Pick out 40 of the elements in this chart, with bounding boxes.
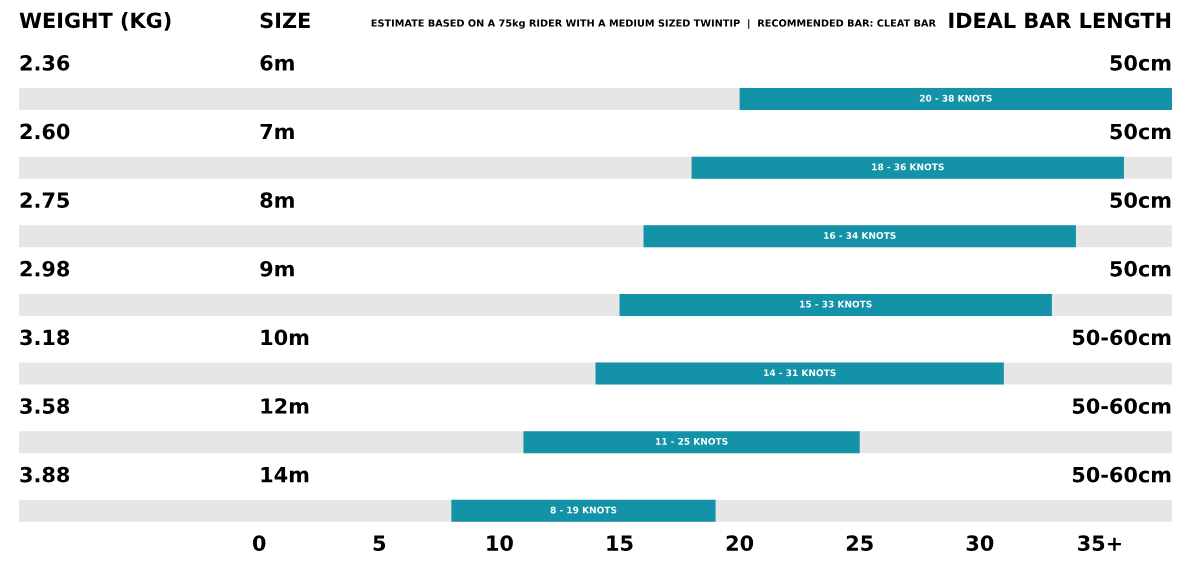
- annotation: 50cm: [1110, 123, 1171, 140]
- annotation: 2.98: [20, 260, 70, 277]
- annotation: 50cm: [1110, 54, 1171, 71]
- annotation: 18 - 36 KNOTS: [872, 163, 944, 171]
- annotation: 50cm: [1110, 192, 1171, 209]
- annotation: 15 - 33 KNOTS: [800, 300, 872, 308]
- y-tick-label: 9m: [260, 260, 294, 277]
- y-tick-label: 6m: [260, 55, 294, 71]
- annotation: 2.60: [20, 123, 70, 140]
- y-axis-title: SIZE: [260, 12, 310, 29]
- x-tick-label: 20: [726, 535, 754, 551]
- x-tick-label: 30: [966, 535, 994, 551]
- x-tick-label: 10: [487, 535, 513, 551]
- annotation: 3.58: [20, 398, 70, 414]
- y-tick-label: 10m: [261, 329, 309, 346]
- y-tick-label: 14m: [261, 467, 309, 483]
- text: WEIGHT (KG): [19, 12, 171, 31]
- annotation: 3.18: [20, 329, 70, 346]
- x-tick-label: 0: [252, 535, 266, 551]
- annotation: 50cm: [1110, 260, 1171, 277]
- chart-title: ESTIMATE BASED ON A 75kg RIDER WITH A MEDIUM SIZED TWINTIP | RECOMMENDED BAR: CLEAT BAR: [371, 19, 936, 29]
- annotation: 2.36: [20, 54, 70, 71]
- y-tick-label: 8m: [260, 192, 294, 209]
- x-tick-label: 5: [373, 535, 386, 551]
- annotation: 50-60cm: [1072, 398, 1171, 414]
- annotation: 2.75: [20, 192, 69, 209]
- annotation: 11 - 25 KNOTS: [656, 437, 728, 445]
- annotation: 20 - 38 KNOTS: [919, 94, 992, 102]
- annotation: 16 - 34 KNOTS: [824, 232, 896, 239]
- annotation: 50-60cm: [1072, 466, 1171, 483]
- annotation: 3.88: [20, 466, 70, 483]
- x-tick-label: 35+: [1078, 535, 1121, 551]
- x-tick-label: 15: [607, 535, 633, 551]
- x-tick-label: 25: [846, 535, 873, 551]
- y-tick-label: 12m: [261, 398, 309, 414]
- annotation: 14 - 31 KNOTS: [764, 369, 836, 377]
- text: IDEAL BAR LENGTH: [949, 12, 1171, 29]
- annotation: 8 - 19 KNOTS: [550, 506, 617, 514]
- annotation: 50-60cm: [1072, 329, 1171, 346]
- y-tick-label: 7m: [260, 123, 294, 140]
